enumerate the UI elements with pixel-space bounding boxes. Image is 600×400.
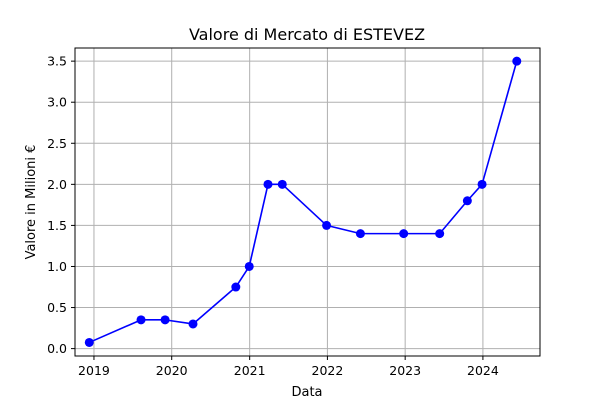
x-tick-label: 2020 [156,363,188,378]
data-point [399,229,409,239]
data-point [188,319,198,329]
data-point [462,196,472,206]
x-tick-label: 2024 [467,363,499,378]
data-point [322,220,332,230]
data-point [277,179,287,189]
x-axis-label: Data [291,385,322,400]
data-point [355,229,365,239]
axes: 2019 2020 2021 2022 2023 2024 0.0 0.5 1.0 1.5 2.0 2… [47,54,499,378]
y-tick-label: 2.0 [47,177,67,192]
y-tick-label: 0.5 [47,300,67,315]
plot-frame [74,47,541,357]
data-point [435,229,445,239]
grid [75,48,540,356]
x-tick-label: 2022 [312,363,344,378]
y-axis-label: Valore in Milioni € [24,145,39,260]
data-point [477,179,487,189]
y-tick-label: 0.0 [47,341,67,356]
data-point [263,179,273,189]
data-point [512,56,522,66]
x-tick-label: 2019 [78,363,110,378]
x-tick-label: 2021 [234,363,266,378]
y-tick-label: 1.0 [47,259,67,274]
chart-title: Valore di Mercato di ESTEVEZ [189,25,425,44]
y-tick-label: 2.5 [47,136,67,151]
data-point [244,261,254,271]
data-point [84,337,94,347]
y-tick-label: 3.5 [47,54,67,69]
data-point [160,315,170,325]
series-layer [84,56,522,347]
y-tick-label: 3.0 [47,95,67,110]
data-point [136,315,146,325]
data-point [231,282,241,292]
y-tick-label: 1.5 [47,218,67,233]
x-tick-label: 2023 [389,363,421,378]
